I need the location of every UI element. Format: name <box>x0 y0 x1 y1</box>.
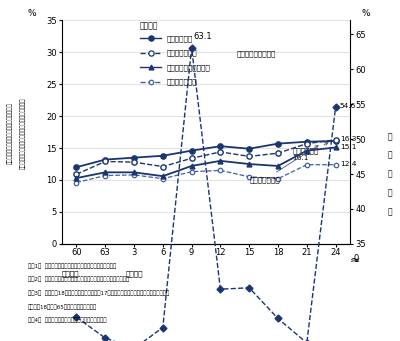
Text: 大: 大 <box>387 132 392 141</box>
Text: 2）  貧困率は、ＯＥＣＤの作成基準に基づいて算出している。: 2） 貧困率は、ＯＥＣＤの作成基準に基づいて算出している。 <box>28 277 129 282</box>
Text: 人: 人 <box>387 207 392 216</box>
Text: 平成　年: 平成 年 <box>125 271 143 277</box>
Text: いる現役世帯・大人が二人以上の貧困率（左軸）: いる現役世帯・大人が二人以上の貧困率（左軸） <box>20 97 26 169</box>
Text: 0: 0 <box>354 254 359 263</box>
Text: 12.4: 12.4 <box>340 161 356 167</box>
Text: 子どもの貧困率: 子どもの貧困率 <box>249 146 318 183</box>
Text: 注：1）  平成６年の数値は、兵庫県を除いたものである。: 注：1） 平成６年の数値は、兵庫県を除いたものである。 <box>28 263 116 269</box>
Text: 人: 人 <box>387 151 392 160</box>
Text: 4）  等価可処分所得金額不詳の世帯員は除く。: 4） 等価可処分所得金額不詳の世帯員は除く。 <box>28 318 106 323</box>
Text: 63.1: 63.1 <box>193 32 212 41</box>
Text: が: が <box>387 169 392 178</box>
Text: %: % <box>28 9 36 18</box>
Text: 子どもがいる現役世帯: 子どもがいる現役世帯 <box>167 64 211 71</box>
Text: 16.3: 16.3 <box>340 135 356 142</box>
Text: %: % <box>362 9 370 18</box>
Text: 大人が二人以上: 大人が二人以上 <box>167 78 198 85</box>
Text: 相対的貧困率・子どもの貧困率・子どもが: 相対的貧困率・子どもの貧困率・子どもが <box>7 102 13 164</box>
Text: 15.1: 15.1 <box>340 144 356 150</box>
Text: （左軸）: （左軸） <box>140 21 158 31</box>
Text: 子どもの貧困率: 子どもの貧困率 <box>167 49 198 56</box>
Text: 昭和　年: 昭和 年 <box>62 271 80 277</box>
Text: 18歳以上65歳未満の世帯をいう。: 18歳以上65歳未満の世帯をいう。 <box>28 304 97 310</box>
Text: 相対的貧困率: 相対的貧困率 <box>167 35 193 42</box>
Text: 一: 一 <box>387 188 392 197</box>
Text: 相対的貧困率
16.1: 相対的貧困率 16.1 <box>292 143 328 161</box>
Text: 3）  大人とは18歳以上の者、子どもとは17歳以下の者をいい、現役世帯とは世帯主が: 3） 大人とは18歳以上の者、子どもとは17歳以下の者をいい、現役世帯とは世帯主… <box>28 291 169 296</box>
Text: 54.6: 54.6 <box>340 103 356 109</box>
Text: 大人が一人（右軸）: 大人が一人（右軸） <box>236 50 276 57</box>
Text: ≈: ≈ <box>350 254 360 267</box>
